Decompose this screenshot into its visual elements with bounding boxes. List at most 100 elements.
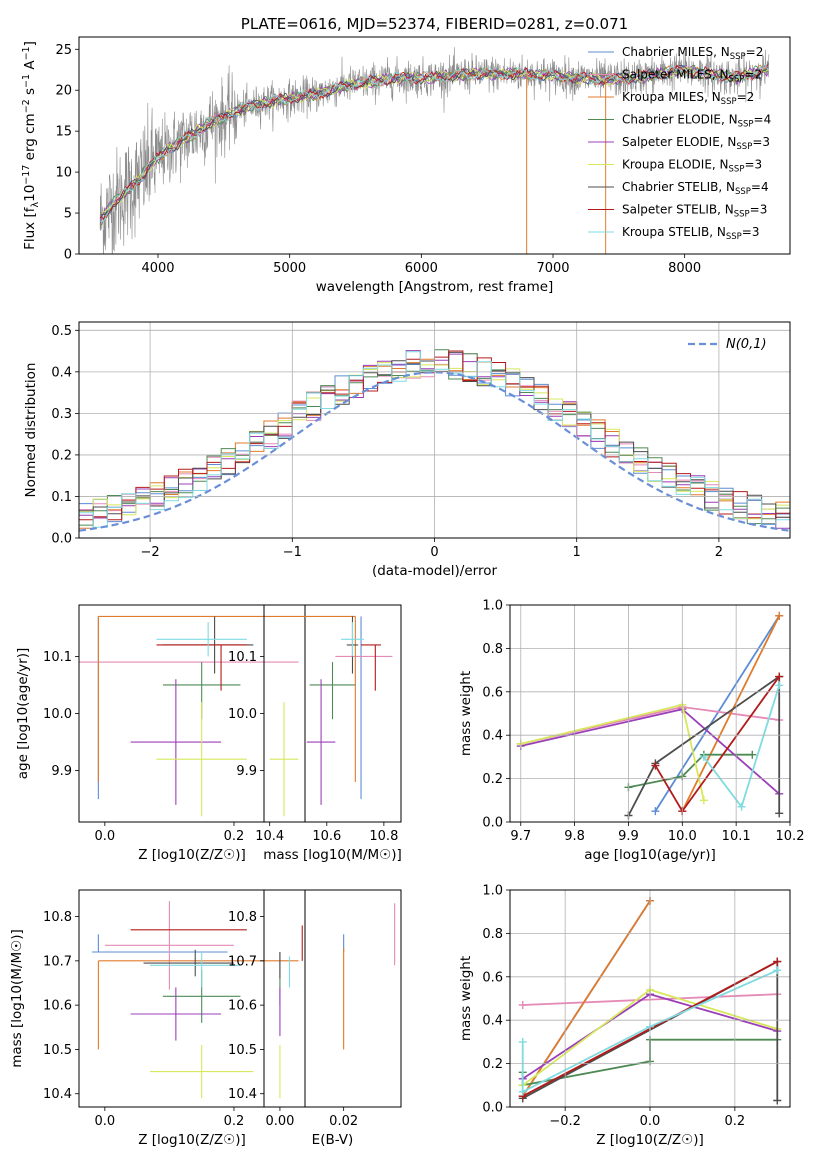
y-axis-label-part: −1	[21, 46, 32, 60]
x-tick-label: 5000	[273, 261, 306, 276]
y-tick-label: 15	[55, 125, 72, 140]
mass-vs-reddening-panel: 0.00 0.02 10.4 10.5 10.6 10.7 10.8 E(B-V)	[228, 889, 402, 1148]
x-tick-label: −1	[283, 545, 302, 560]
legend-nssp-eq: =	[737, 90, 747, 104]
legend-nssp-prefix: , N	[713, 45, 730, 59]
legend-model-name: Chabrier MILES	[622, 45, 713, 59]
legend-nssp-sub: SSP	[736, 142, 752, 152]
y-tick-label: 10	[55, 166, 72, 181]
x-tick-label: 0.2	[224, 1114, 245, 1129]
y-axis-label-part: s	[22, 88, 38, 99]
mass-weight-line	[520, 708, 780, 795]
mass-weight-marker	[651, 761, 660, 770]
legend-nssp-value: 4	[761, 180, 769, 194]
legend-gauss-label: N(0,1)	[726, 337, 767, 352]
legend-nssp-prefix: , N	[717, 203, 734, 217]
age-vs-mass-panel: 10.4 10.6 10.8 9.9 10.0 10.1 mass [log10(M/M☉)…	[228, 604, 402, 863]
y-tick-label: 0.4	[482, 1014, 503, 1029]
y-axis-label-part: −1	[21, 74, 32, 88]
legend-nssp-value: 3	[760, 203, 768, 217]
axes-frame	[78, 889, 306, 1108]
y-tick-label: 10.6	[43, 999, 72, 1014]
x-axis-label: E(B-V)	[312, 1132, 354, 1148]
x-axis-label: age [log10(age/yr)]	[584, 847, 716, 863]
legend-model-name: Chabrier ELODIE	[622, 113, 721, 127]
x-tick-label: 9.9	[618, 829, 639, 844]
y-tick-label: 1.0	[482, 884, 503, 899]
mass-vs-metallicity-panel: 0.0 0.2 10.4 10.5 10.6 10.7 10.8 Z [log10(Z/Z☉)…	[9, 889, 306, 1148]
y-tick-label: 0.6	[482, 970, 503, 985]
y-axis-label: mass [log10(M/M☉)]	[9, 929, 25, 1068]
x-tick-label: 10.1	[722, 829, 751, 844]
mass-weight-marker	[748, 750, 757, 759]
mass-weight-marker	[518, 1001, 527, 1010]
y-tick-label: 10.0	[43, 707, 72, 722]
x-tick-label: 0.2	[224, 829, 245, 844]
x-tick-label: 0.02	[329, 1114, 358, 1129]
y-tick-label: 0.8	[482, 927, 503, 942]
legend-entry: Chabrier MILES, NSSP=2	[622, 45, 763, 62]
x-tick-label: 0.0	[640, 1114, 661, 1129]
legend-model-name: Kroupa ELODIE	[622, 158, 712, 172]
mass-weight-line	[628, 753, 753, 789]
y-tick-label: 10.1	[228, 650, 257, 665]
axes-frame	[78, 321, 791, 539]
spectrum-panel: PLATE=0616, MJD=52374, FIBERID=0281, z=0…	[21, 15, 791, 295]
y-axis-label-part: ]	[22, 41, 38, 46]
legend-nssp-value: 4	[764, 113, 772, 127]
legend-nssp-value: 2	[755, 68, 763, 82]
y-axis-label-part: 10	[22, 185, 38, 202]
y-tick-label: 10.5	[228, 1043, 257, 1058]
y-tick-label: 10.5	[43, 1043, 72, 1058]
y-tick-label: 0.8	[482, 642, 503, 657]
y-tick-label: 0.0	[51, 532, 72, 547]
y-axis-label-part: erg cm	[22, 113, 38, 164]
age-vs-metallicity-panel: 0.0 0.2 9.9 10.0 10.1 Z [log10(Z/Z☉)] age [log…	[15, 604, 306, 863]
x-axis-label: Z [log10(Z/Z☉)]	[596, 1132, 704, 1148]
y-tick-label: 10.0	[228, 707, 257, 722]
mass-weight-marker	[775, 672, 784, 681]
mass-weight-marker	[773, 1096, 782, 1105]
y-tick-label: 0.6	[482, 685, 503, 700]
y-axis-label: Normed distribution	[23, 363, 39, 498]
plot-area	[269, 615, 393, 817]
legend-nssp-prefix: , N	[721, 113, 738, 127]
y-tick-label: 0.0	[482, 1101, 503, 1116]
mass-weight-marker	[773, 966, 782, 975]
model-spectrum	[99, 64, 769, 224]
mass-weight-vs-age-panel: 9.7 9.8 9.9 10.0 10.1 10.2 0.0 0.2 0.4 0.6 0.8 1.0 a…	[458, 599, 804, 864]
axes-frame	[263, 604, 402, 823]
mass-weight-line	[654, 615, 780, 812]
legend-nssp-eq: =	[744, 158, 754, 172]
x-tick-label: 0.2	[725, 1114, 746, 1129]
legend-model-name: Chabrier STELIB	[622, 180, 718, 194]
legend-nssp-eq: =	[752, 135, 762, 149]
x-tick-label: 0.0	[94, 829, 115, 844]
y-tick-label: 10.8	[43, 910, 72, 925]
legend-entry: Salpeter STELIB, NSSP=3	[622, 203, 767, 220]
mass-weight-line	[520, 703, 705, 801]
legend-nssp-sub: SSP	[738, 120, 754, 130]
legend-nssp-prefix: , N	[712, 158, 729, 172]
plot-area	[279, 903, 396, 1099]
x-axis-label: Z [log10(Z/Z☉)]	[138, 1132, 246, 1148]
y-tick-label: 0.4	[482, 729, 503, 744]
legend-nssp-sub: SSP	[729, 165, 745, 175]
mass-weight-marker	[699, 796, 708, 805]
plot-area	[99, 47, 770, 254]
legend-nssp-value: 2	[747, 90, 755, 104]
legend-nssp-sub: SSP	[734, 210, 750, 220]
axes-frame	[509, 889, 791, 1108]
legend-nssp-prefix: , N	[720, 135, 737, 149]
mass-weight-vs-metallicity-panel: −0.2 0.0 0.2 0.0 0.2 0.4 0.6 0.8 1.0 Z [log10(Z/Z…	[458, 884, 791, 1148]
legend-nssp-eq: =	[754, 113, 764, 127]
residuals-panel: −2 −1 0 1 2 0.0 0.1 0.2 0.3 0.4 0.5 (data-model)/er…	[23, 321, 791, 579]
legend-nssp-sub: SSP	[726, 232, 742, 242]
y-tick-label: 20	[55, 84, 72, 99]
legend-nssp-value: 3	[755, 158, 763, 172]
legend-entry: Kroupa MILES, NSSP=2	[622, 90, 754, 107]
y-tick-label: 0.2	[51, 448, 72, 463]
mass-weight-marker	[651, 807, 660, 816]
legend-entry: Salpeter MILES, NSSP=2	[622, 68, 762, 85]
